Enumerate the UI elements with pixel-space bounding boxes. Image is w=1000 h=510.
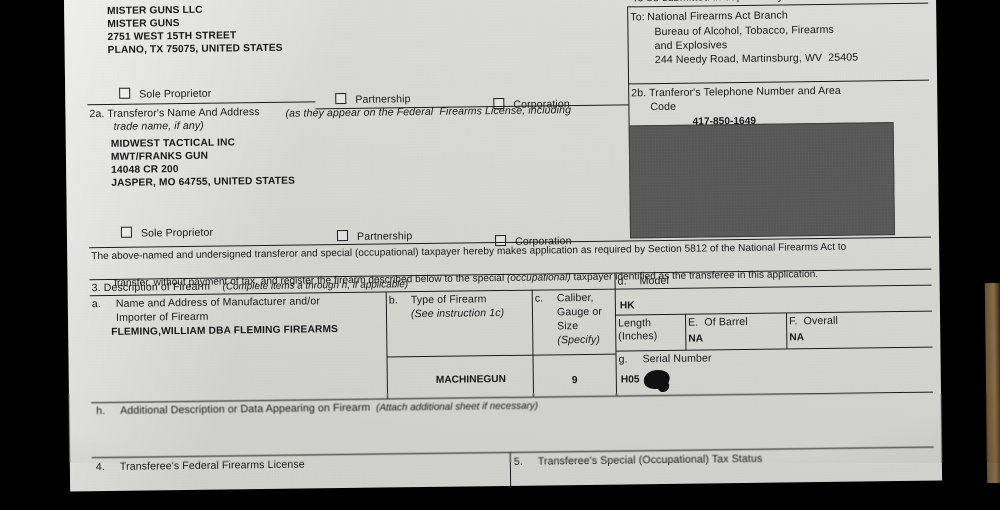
checkbox-sole-proprietor-2[interactable] [120, 226, 132, 238]
addressee-line-3: and Explosives [654, 39, 728, 53]
checkbox-sole-proprietor-1[interactable] [119, 87, 131, 99]
addressee-to-label: To: [630, 11, 645, 24]
col-c-title-line-1: Caliber, [556, 291, 594, 305]
item-2a-label: 2a. Transferor's Name And Address [89, 106, 260, 121]
addressee-left-rule [627, 6, 630, 85]
item-5-left-rule [509, 451, 512, 488]
item-3-note: (Complete items a through h, if applicab… [222, 279, 409, 293]
checkbox-partnership-2[interactable] [336, 229, 349, 242]
item-2a-top-rule [87, 101, 316, 106]
col-f-title: F. Overall [789, 314, 838, 328]
col-c-value: 9 [571, 375, 578, 387]
col-c-letter: c. [534, 292, 544, 305]
col-f-value: NA [789, 332, 805, 344]
item-5-label: Transferee's Special (Occupational) Tax … [537, 452, 763, 468]
col-g-title: Serial Number [642, 352, 712, 366]
length-col-e-rule [684, 313, 687, 350]
col-g-value: H05 [620, 374, 640, 386]
col-b-value: MACHINEGUN [435, 373, 507, 386]
col-b-note: (See instruction 1c) [410, 306, 505, 321]
item-5-number: 5. [513, 455, 523, 468]
col-c-title-line-2: Gauge or [556, 305, 603, 319]
length-title-line-2: (Inches) [618, 330, 658, 343]
item-2b-label-line-2: Code [650, 100, 677, 114]
col-h-title: Additional Description or Data Appearing… [120, 401, 371, 417]
col-b-letter: b. [388, 294, 398, 307]
length-col-f-rule [785, 312, 788, 349]
table-midrow-rule [386, 353, 616, 358]
label-partnership-2: Partnership [356, 230, 413, 243]
checkbox-partnership-1[interactable] [335, 92, 347, 105]
item-2a-value-line-1: MIDWEST TACTICAL INC [110, 137, 236, 150]
item-2a-value-line-3: 14048 CR 200 [111, 164, 179, 176]
item-2a-value-line-4: JASPER, MO 64755, UNITED STATES [111, 175, 296, 189]
col-d-title: Model [639, 274, 670, 288]
transferee-line-2: MISTER GUNS [107, 18, 180, 30]
col-c-note: (Specify) [557, 333, 601, 347]
serial-row-top-rule [615, 346, 933, 352]
label-partnership-1: Partnership [355, 93, 411, 106]
length-title-line-1: Length [618, 317, 652, 330]
col-c-title-line-3: Size [557, 320, 579, 333]
table-col-c-rule [531, 289, 535, 397]
length-row-top-rule [614, 310, 932, 316]
col-h-note: (Attach additional sheet if necessary) [376, 400, 539, 414]
item-2a-note-2: trade name, if any) [113, 119, 204, 133]
redaction-blob-serial [642, 368, 672, 391]
photo-background: To be submitted in duplicate by transfer… [0, 0, 1000, 463]
atf-form-5-document: To be submitted in duplicate by transfer… [64, 0, 942, 491]
col-a-value: FLEMING,WILLIAM DBA FLEMING FIREARMS [111, 324, 339, 338]
transferee-line-4: PLANO, TX 75075, UNITED STATES [107, 42, 283, 56]
col-b-title: Type of Firearm [410, 293, 487, 307]
col-d-value: HK [619, 300, 635, 312]
item-4-label: Transferee's Federal Firearms License [119, 458, 305, 473]
col-a-title-line-1: Name and Address of Manufacturer and/or [115, 295, 321, 310]
item-3-label: 3. Description of Firearm [91, 280, 211, 295]
col-a-letter: a. [91, 298, 101, 311]
addressee-line-2: Bureau of Alcohol, Tobacco, Firearms [654, 23, 834, 39]
col-e-value: NA [688, 333, 704, 345]
addressee-line-4: 244 Needy Road, Martinsburg, WV 25405 [654, 51, 859, 67]
label-sole-proprietor-1: Sole Proprietor [139, 87, 212, 101]
item-4-top-rule [91, 446, 934, 459]
table-col-b-rule [385, 291, 389, 399]
col-g-letter: g. [618, 353, 628, 366]
col-h-letter: h. [96, 405, 106, 418]
col-a-title-line-2: Importer of Firearm [115, 310, 209, 324]
redaction-block-gray [628, 122, 896, 239]
item-2a-value-line-2: MWT/FRANKS GUN [110, 150, 209, 163]
addressee-line-1: National Firearms Act Branch [647, 9, 788, 24]
transferee-line-3: 2751 WEST 15TH STREET [107, 30, 237, 43]
col-d-letter: d. [617, 275, 627, 288]
transferee-line-1: MISTER GUNS LLC [107, 4, 203, 17]
item-2b-label-line-1: 2b. Tranferor's Telephone Number and Are… [631, 84, 841, 100]
item-2b-top-rule [628, 79, 930, 85]
label-sole-proprietor-2: Sole Proprietor [140, 226, 214, 240]
item-2a-note: (as they appear on the Federal Firearms … [285, 104, 572, 120]
col-e-title: E. Of Barrel [688, 315, 748, 329]
